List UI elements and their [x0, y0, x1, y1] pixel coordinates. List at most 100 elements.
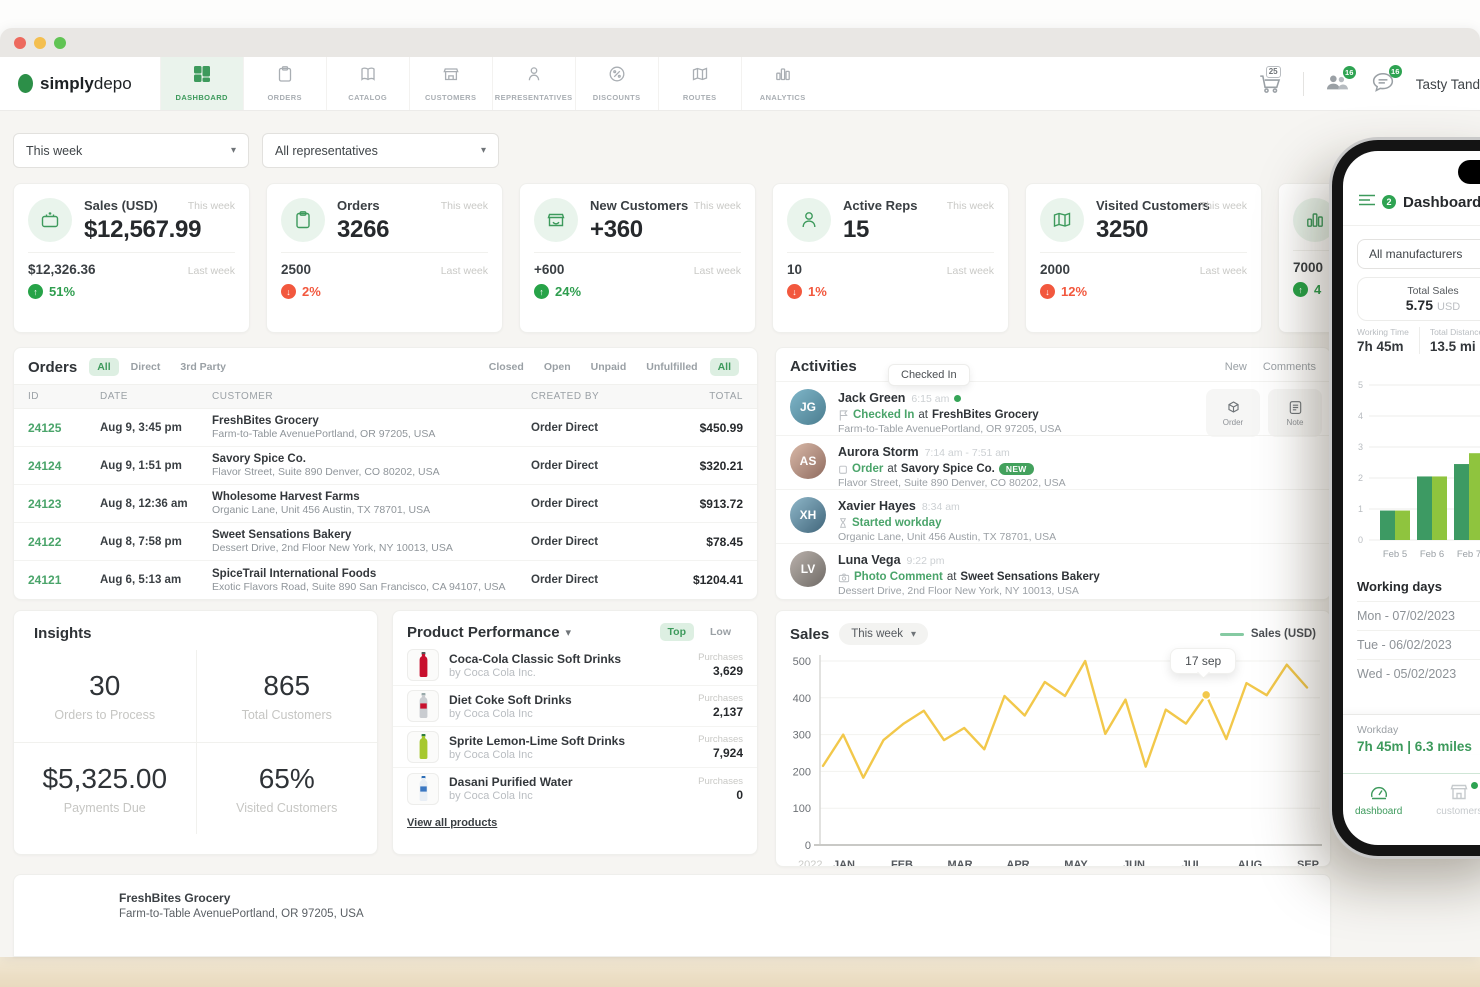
orders-status-tab-open[interactable]: Open [543, 361, 571, 373]
arrow-up-icon: ↑ [28, 284, 43, 299]
working-day-row[interactable]: Tue - 06/02/2023 [1357, 630, 1480, 659]
product-can-icon [407, 690, 439, 722]
notification-dot [1471, 782, 1479, 789]
svg-text:2: 2 [1358, 473, 1363, 483]
activities-link-new[interactable]: New [1224, 360, 1247, 373]
arrow-down-icon: ↓ [281, 284, 296, 299]
list-item[interactable]: Coca-Cola Classic Soft Drinks by Coca Col… [393, 645, 757, 686]
kpi-change-badge: ↓ 1% [773, 277, 1008, 299]
kpi-card-new-customers[interactable]: New Customers +360 This week +600 Last wee… [519, 183, 756, 333]
nav-item-discounts[interactable]: DISCOUNTS [574, 57, 658, 110]
order-id-link[interactable]: 24122 [28, 534, 62, 549]
nav-item-customers[interactable]: CUSTOMERS [408, 57, 492, 110]
nav-item-analytics[interactable]: ANALYTICS [740, 57, 824, 110]
kpi-change-badge: ↓ 2% [267, 277, 502, 299]
activity-entry[interactable]: LV Luna Vega 9:22 pm Photo Comment at Sweet… [776, 543, 1330, 597]
kpi-card-visited-customers[interactable]: Visited Customers 3250 This week 2000 Last… [1025, 183, 1262, 333]
chevron-down-icon[interactable]: ▾ [565, 626, 572, 639]
order-id-link[interactable]: 24124 [28, 458, 62, 473]
nav-item-routes[interactable]: ROUTES [657, 57, 741, 110]
kpi-card-sales[interactable]: Sales (USD) $12,567.99 This week $12,326.… [13, 183, 250, 333]
chat-button[interactable]: 16 [1370, 64, 1402, 99]
kpi-card-active-reps[interactable]: Active Reps 15 This week 10 Last week ↓ 1% [772, 183, 1009, 333]
nav-item-representatives[interactable]: REPRESENTATIVES [491, 57, 575, 110]
table-row[interactable]: 24123 Aug 8, 12:36 am Wholesome Harvest … [14, 485, 757, 523]
arrow-up-icon: ↑ [1293, 282, 1308, 297]
orders-type-tab-direct[interactable]: Direct [130, 361, 161, 373]
arrow-up-icon: ↑ [534, 284, 549, 299]
cart-button[interactable]: 25 [1257, 65, 1283, 99]
chevron-down-icon: ▾ [910, 628, 917, 640]
sales-period-select[interactable]: This week ▾ [839, 623, 929, 645]
activities-link-comments[interactable]: Comments [1262, 360, 1316, 373]
orders-status-tab-closed[interactable]: Closed [488, 361, 524, 373]
phone-dynamic-island [1458, 160, 1480, 184]
phone-nav-customers[interactable]: customers [1436, 782, 1480, 845]
workday-summary: Workday 7h 45m | 6.3 miles [1343, 714, 1480, 754]
online-status-dot [954, 395, 962, 402]
representatives-select[interactable]: All representatives ▾ [262, 133, 499, 168]
list-item[interactable]: Sprite Lemon-Lime Soft Drinks by Coca Col… [393, 727, 757, 768]
activity-order-button[interactable]: Order [1206, 389, 1260, 437]
zoom-window-button[interactable] [54, 36, 66, 49]
table-row[interactable]: 24124 Aug 9, 1:51 pm Savory Spice Co. Fla… [14, 447, 757, 485]
working-day-row[interactable]: Mon - 07/02/2023 [1357, 601, 1480, 630]
svg-text:0: 0 [1358, 535, 1363, 545]
representatives-online-badge: 16 [1342, 65, 1356, 79]
user-name[interactable]: Tasty Tand [1415, 76, 1480, 92]
phone-mockup: 2 Dashboard All manufacturers Total Sale… [1332, 140, 1480, 856]
hamburger-menu-icon[interactable] [1359, 193, 1375, 211]
activity-entry[interactable]: AS Aurora Storm 7:14 am - 7:51 am Order at… [776, 435, 1330, 489]
list-item[interactable]: Diet Coke Soft Drinks by Coca Cola Inc Pu… [393, 686, 757, 727]
order-id-link[interactable]: 24121 [28, 573, 62, 587]
table-row[interactable]: 24122 Aug 8, 7:58 pm Sweet Sensations Ba… [14, 523, 757, 561]
window-titlebar [0, 28, 1480, 57]
orders-type-tab-all[interactable]: All [89, 358, 119, 376]
phone-notification-badge: 2 [1382, 195, 1396, 209]
products-toggle-top[interactable]: Top [659, 623, 694, 641]
phone-page-title: Dashboard [1403, 193, 1480, 211]
products-toggle-low[interactable]: Low [710, 626, 731, 638]
view-all-products-link[interactable]: View all products [407, 817, 498, 829]
period-select[interactable]: This week ▾ [13, 133, 249, 168]
kpi-analytics-icon [1293, 198, 1337, 242]
minimize-window-button[interactable] [34, 36, 46, 49]
table-row[interactable]: 24125 Aug 9, 3:45 pm FreshBites Grocery F… [14, 409, 757, 447]
brand-logo[interactable]: simply depo [0, 57, 160, 110]
speedometer-icon [1369, 784, 1389, 803]
arrow-down-icon: ↓ [1040, 284, 1055, 299]
nav-item-catalog[interactable]: CATALOG [325, 57, 409, 110]
list-item[interactable]: Dasani Purified Water by Coca Cola Inc Pu… [393, 768, 757, 809]
manufacturers-select[interactable]: All manufacturers [1357, 239, 1480, 269]
orders-type-tab-3rd-party[interactable]: 3rd Party [180, 361, 226, 373]
svg-text:2022: 2022 [798, 859, 822, 867]
insight-payments-due: $5,325.00 Payments Due [14, 742, 196, 834]
nav-item-orders[interactable]: ORDERS [242, 57, 326, 110]
cart-count-badge: 25 [1265, 65, 1281, 78]
avatar: JG [790, 389, 826, 425]
footer-customer-row[interactable]: FreshBites Grocery Farm-to-Table AvenueP… [13, 874, 1331, 957]
table-row[interactable]: 24121 Aug 6, 5:13 am SpiceTrail Internat… [28, 567, 743, 593]
camera-icon [838, 572, 850, 583]
activity-note-button[interactable]: Note [1268, 389, 1322, 437]
representatives-status-button[interactable]: 16 [1324, 65, 1356, 98]
phone-bars-svg: 5 4 3 2 1 0 Feb 5 Feb 6 Feb 7 [1358, 380, 1480, 560]
storefront-icon [1449, 784, 1469, 803]
order-id-link[interactable]: 24125 [28, 420, 62, 435]
svg-text:3: 3 [1358, 442, 1363, 452]
footer-customer-address: Farm-to-Table AvenuePortland, OR 97205, … [119, 908, 364, 920]
activity-entry[interactable]: JG Jack Green 6:15 am Checked In at FreshBi… [776, 381, 1330, 437]
discounts-icon [608, 65, 626, 88]
phone-nav-dashboard[interactable]: dashboard [1355, 784, 1402, 845]
svg-text:200: 200 [793, 766, 811, 778]
kpi-card-orders[interactable]: Orders 3266 This week 2500 Last week ↓ 2% [266, 183, 503, 333]
close-window-button[interactable] [14, 36, 26, 49]
orders-status-tab-unpaid[interactable]: Unpaid [590, 361, 627, 373]
insight-orders-to-process: 30 Orders to Process [54, 670, 156, 722]
orders-status-tab-all[interactable]: All [709, 358, 739, 376]
activity-entry[interactable]: XH Xavier Hayes 8:34 am Started workday O… [776, 489, 1330, 543]
orders-status-tab-unfulfilled[interactable]: Unfulfilled [646, 361, 698, 373]
nav-item-dashboard[interactable]: DASHBOARD [159, 57, 243, 110]
order-id-link[interactable]: 24123 [28, 496, 62, 511]
working-day-row[interactable]: Wed - 05/02/2023 [1357, 659, 1480, 688]
